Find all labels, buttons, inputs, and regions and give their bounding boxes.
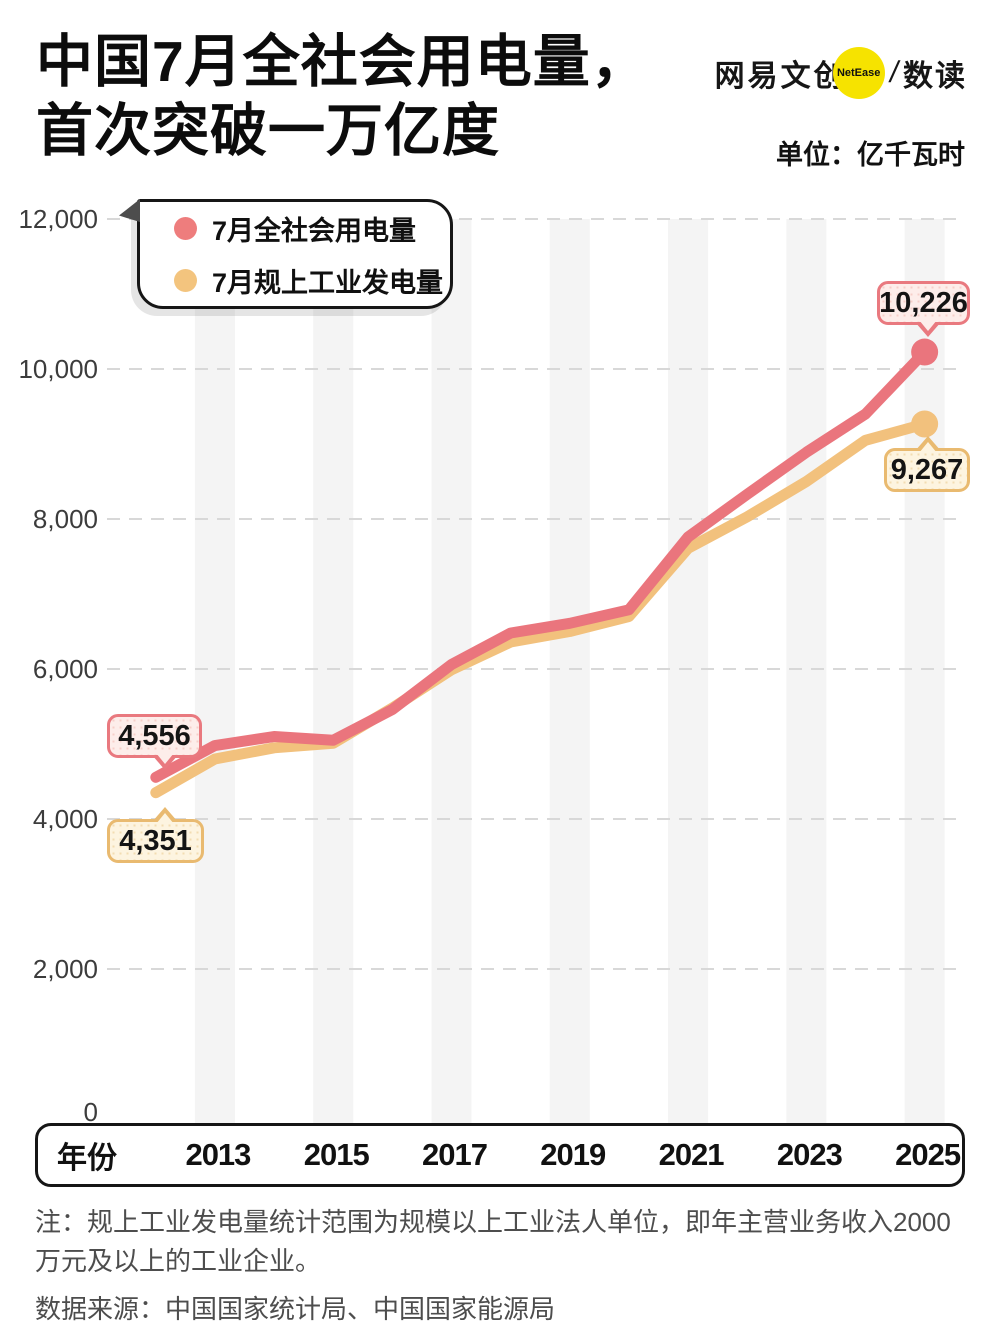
series-end-dot bbox=[911, 338, 939, 366]
logo-product-text: 数读 bbox=[903, 60, 967, 93]
netease-yellow-circle-icon: NetEase bbox=[832, 47, 885, 99]
y-axis-tick-label: 10,000 bbox=[18, 354, 98, 384]
page-title-line2: 首次突破一万亿度 bbox=[36, 99, 500, 163]
legend-label: 7月规上工业发电量 bbox=[212, 267, 444, 298]
footnotes: 注：规上工业发电量统计范围为规模以上工业法人单位，即年主营业务收入2000万元及… bbox=[35, 1203, 970, 1329]
background-stripes bbox=[194, 219, 945, 1123]
callout-first-consumption: 4,556 bbox=[107, 714, 202, 770]
callout-last-generation: 9,267 bbox=[884, 436, 970, 492]
x-axis-title: 年份 bbox=[57, 1142, 117, 1175]
netease-shudu-logo: 网易文创 NetEase / 数读 bbox=[715, 46, 967, 100]
y-axis-tick-label: 12,000 bbox=[18, 204, 98, 234]
series-end-dots bbox=[911, 338, 939, 438]
series-lines bbox=[150, 346, 931, 799]
year-stripe bbox=[786, 219, 827, 1123]
x-axis-tick-label: 2015 bbox=[303, 1137, 370, 1172]
legend-item-consumption: 7月全社会用电量 bbox=[174, 209, 450, 248]
y-axis-tick-label: 4,000 bbox=[32, 804, 98, 834]
legend-box: 7月全社会用电量 7月规上工业发电量 bbox=[137, 199, 453, 309]
callout-last-consumption: 10,226 bbox=[877, 281, 970, 337]
data-source-text: 数据来源：中国国家统计局、中国国家能源局 bbox=[35, 1294, 556, 1324]
page-title: 中国7月全社会用电量， 首次突破一万亿度 bbox=[36, 28, 649, 166]
y-axis-tick-label: 6,000 bbox=[32, 654, 98, 684]
x-axis-box: 年份 2013 2015 2017 2019 2021 2023 2025 bbox=[35, 1123, 965, 1187]
year-stripe bbox=[313, 219, 354, 1123]
y-axis-tick-label: 2,000 bbox=[32, 954, 98, 984]
y-axis-tick-label: 8,000 bbox=[32, 504, 98, 534]
gridlines bbox=[107, 218, 965, 970]
legend-item-generation: 7月规上工业发电量 bbox=[174, 261, 450, 300]
x-axis-tick-label: 2013 bbox=[185, 1137, 251, 1172]
x-axis-tick-label: 2025 bbox=[895, 1137, 961, 1172]
callout-first-generation: 4,351 bbox=[107, 807, 204, 863]
x-axis-tick-label: 2021 bbox=[658, 1137, 725, 1172]
unit-label: 单位：亿千瓦时 bbox=[776, 140, 965, 170]
x-axis-tick-label: 2017 bbox=[422, 1137, 488, 1172]
y-axis-tick-labels: 12,000 10,000 8,000 6,000 4,000 2,000 0 bbox=[0, 0, 98, 1333]
red-dot-icon bbox=[174, 216, 197, 240]
year-stripe bbox=[668, 219, 709, 1123]
series-line bbox=[150, 346, 931, 783]
netease-wordmark: NetEase bbox=[836, 67, 881, 79]
page-title-line1: 中国7月全社会用电量， bbox=[36, 30, 649, 94]
x-axis-tick-label: 2019 bbox=[540, 1137, 606, 1172]
note-text: 注：规上工业发电量统计范围为规模以上工业法人单位，即年主营业务收入2000万元及… bbox=[35, 1207, 951, 1276]
legend-label: 7月全社会用电量 bbox=[212, 215, 417, 246]
x-axis-tick-label: 2023 bbox=[776, 1137, 843, 1172]
logo-brand-text: 网易文创 bbox=[714, 60, 847, 93]
series-end-dot bbox=[911, 410, 939, 438]
year-stripe bbox=[549, 219, 590, 1123]
year-stripe bbox=[194, 219, 235, 1123]
y-axis-tick-label: 0 bbox=[83, 1097, 98, 1127]
gold-dot-icon bbox=[174, 268, 197, 292]
series-line bbox=[150, 418, 931, 799]
